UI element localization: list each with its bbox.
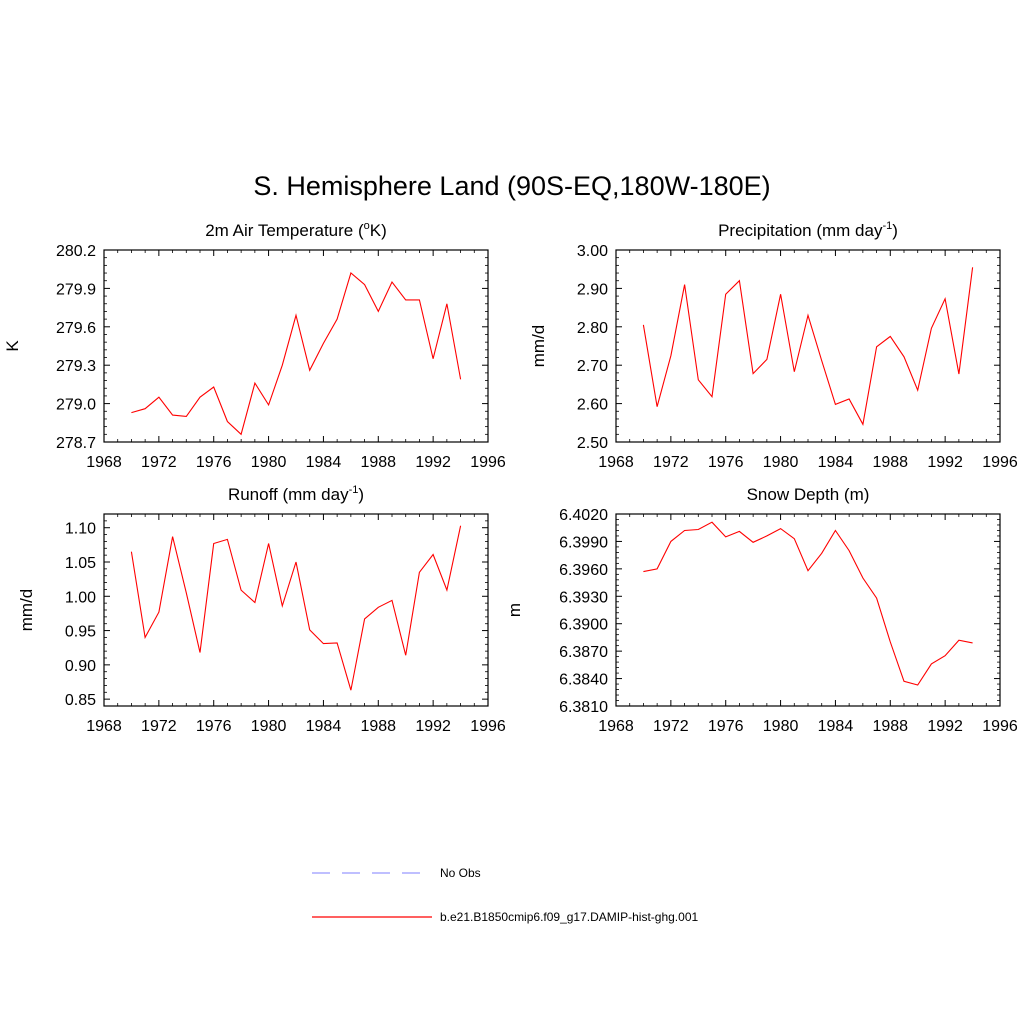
temperature-x-tick-label: 1992 bbox=[415, 454, 451, 471]
panel-temperature: 1968 1972 1976 1980 1984 1988 1992 1996 278.7 279… bbox=[3, 220, 506, 471]
snow-depth-y-tick-label: 6.4020 bbox=[559, 507, 608, 524]
precipitation-x-tick-label: 1992 bbox=[927, 454, 963, 471]
runoff-y-tick-label: 1.00 bbox=[65, 589, 96, 606]
temperature-x-tick-label: 1984 bbox=[306, 454, 342, 471]
precipitation-x-tick-label: 1968 bbox=[598, 454, 634, 471]
temperature-x-tick-label: 1976 bbox=[196, 454, 232, 471]
snow-depth-series-line bbox=[643, 521, 973, 686]
snow-depth-y-tick-label: 6.3930 bbox=[559, 589, 608, 606]
snow-depth-x-tick-label: 1984 bbox=[818, 718, 854, 735]
precipitation-y-axis-label: mm/d bbox=[529, 325, 548, 368]
temperature-x-tick-label: 1968 bbox=[86, 454, 122, 471]
precipitation-plot-frame bbox=[615, 249, 1001, 443]
runoff-plot-frame bbox=[103, 513, 489, 707]
temperature-x-tick-label: 1988 bbox=[360, 454, 396, 471]
precipitation-x-tick-label: 1972 bbox=[653, 454, 689, 471]
temperature-y-tick-label: 279.0 bbox=[56, 397, 96, 414]
temperature-y-tick-label: 279.3 bbox=[56, 358, 96, 375]
temperature-x-tick-label: 1980 bbox=[251, 454, 287, 471]
runoff-x-tick-label: 1996 bbox=[470, 718, 506, 735]
snow-depth-panel-title: Snow Depth (m) bbox=[747, 485, 870, 504]
runoff-x-tick-label: 1972 bbox=[141, 718, 177, 735]
temperature-y-axis-label: K bbox=[3, 340, 22, 352]
temperature-y-tick-label: 278.7 bbox=[56, 435, 96, 452]
snow-depth-x-tick-label: 1980 bbox=[763, 718, 799, 735]
runoff-x-tick-label: 1976 bbox=[196, 718, 232, 735]
precipitation-x-tick-label: 1976 bbox=[708, 454, 744, 471]
panel-precipitation: 1968 1972 1976 1980 1984 1988 1992 1996 2.50 2.60… bbox=[529, 220, 1018, 471]
runoff-y-tick-label: 0.90 bbox=[65, 658, 96, 675]
temperature-y-tick-label: 279.9 bbox=[56, 281, 96, 298]
snow-depth-x-tick-label: 1968 bbox=[598, 718, 634, 735]
snow-depth-y-tick-label: 6.3900 bbox=[559, 617, 608, 634]
snow-depth-plot-frame bbox=[615, 513, 1001, 707]
precipitation-y-tick-label: 3.00 bbox=[577, 243, 608, 260]
legend-label-model: b.e21.B1850cmip6.f09_g17.DAMIP-hist-ghg.… bbox=[440, 910, 698, 924]
panel-snow-depth: 1968 1972 1976 1980 1984 1988 1992 1996 6.3810 6.… bbox=[505, 485, 1018, 735]
precipitation-panel-title: Precipitation (mm day-1) bbox=[718, 220, 898, 240]
legend: No Obs b.e21.B1850cmip6.f09_g17.DAMIP-hi… bbox=[312, 866, 698, 924]
temperature-y-tick-label: 279.6 bbox=[56, 320, 96, 337]
temperature-x-tick-label: 1996 bbox=[470, 454, 506, 471]
runoff-x-tick-label: 1992 bbox=[415, 718, 451, 735]
precipitation-y-tick-label: 2.80 bbox=[577, 320, 608, 337]
runoff-x-tick-label: 1988 bbox=[360, 718, 396, 735]
snow-depth-x-tick-label: 1988 bbox=[872, 718, 908, 735]
snow-depth-x-tick-label: 1976 bbox=[708, 718, 744, 735]
precipitation-x-tick-label: 1988 bbox=[872, 454, 908, 471]
temperature-panel-title: 2m Air Temperature (oK) bbox=[205, 220, 387, 240]
precipitation-series-line bbox=[642, 267, 974, 426]
temperature-x-tick-label: 1972 bbox=[141, 454, 177, 471]
snow-depth-y-tick-label: 6.3960 bbox=[559, 562, 608, 579]
snow-depth-x-tick-label: 1992 bbox=[927, 718, 963, 735]
snow-depth-y-tick-label: 6.3990 bbox=[559, 534, 608, 551]
temperature-series-line bbox=[131, 272, 462, 436]
runoff-y-tick-label: 0.95 bbox=[65, 624, 96, 641]
precipitation-x-tick-label: 1996 bbox=[982, 454, 1018, 471]
runoff-y-tick-label: 1.10 bbox=[65, 521, 96, 538]
runoff-y-tick-label: 1.05 bbox=[65, 555, 96, 572]
runoff-x-tick-label: 1980 bbox=[251, 718, 287, 735]
precipitation-y-tick-label: 2.60 bbox=[577, 397, 608, 414]
snow-depth-y-tick-label: 6.3840 bbox=[559, 672, 608, 689]
snow-depth-x-tick-label: 1996 bbox=[982, 718, 1018, 735]
snow-depth-y-axis-label: m bbox=[505, 603, 524, 617]
precipitation-y-tick-label: 2.50 bbox=[577, 435, 608, 452]
precipitation-y-tick-label: 2.70 bbox=[577, 358, 608, 375]
runoff-x-tick-label: 1984 bbox=[306, 718, 342, 735]
panel-runoff: 1968 1972 1976 1980 1984 1988 1992 1996 0.85 0.90… bbox=[17, 484, 506, 735]
temperature-y-tick-label: 280.2 bbox=[56, 243, 96, 260]
runoff-series-line bbox=[130, 525, 462, 691]
snow-depth-y-tick-label: 6.3810 bbox=[559, 699, 608, 716]
precipitation-x-tick-label: 1984 bbox=[818, 454, 854, 471]
panels: 1968 1972 1976 1980 1984 1988 1992 1996 278.7 279… bbox=[3, 220, 1018, 735]
runoff-y-tick-label: 0.85 bbox=[65, 692, 96, 709]
figure-title: S. Hemisphere Land (90S-EQ,180W-180E) bbox=[253, 171, 770, 201]
snow-depth-x-tick-label: 1972 bbox=[653, 718, 689, 735]
precipitation-y-tick-label: 2.90 bbox=[577, 281, 608, 298]
snow-depth-y-tick-label: 6.3870 bbox=[559, 644, 608, 661]
runoff-x-tick-label: 1968 bbox=[86, 718, 122, 735]
runoff-y-axis-label: mm/d bbox=[17, 589, 36, 632]
precipitation-x-tick-label: 1980 bbox=[763, 454, 799, 471]
legend-label-no-obs: No Obs bbox=[440, 866, 481, 880]
runoff-panel-title: Runoff (mm day-1) bbox=[228, 484, 364, 504]
